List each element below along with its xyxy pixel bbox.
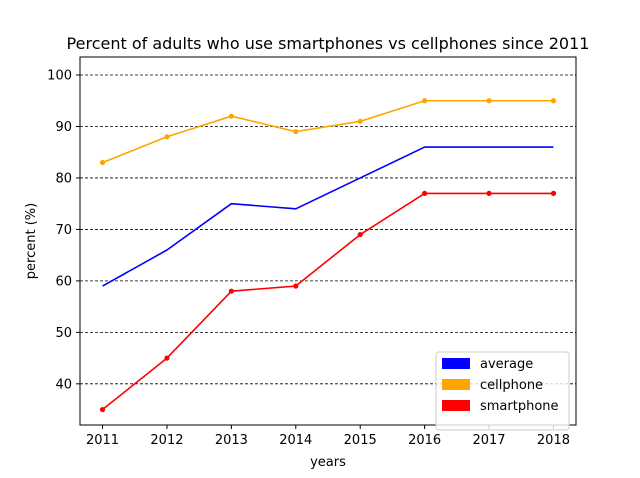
legend-label-smartphone: smartphone <box>480 399 559 414</box>
x-tick-label: 2017 <box>472 433 505 448</box>
y-axis-label: percent (%) <box>24 203 39 279</box>
legend-swatch-cellphone <box>442 379 470 390</box>
y-tick-label: 80 <box>55 171 72 186</box>
smartphone-point <box>293 283 299 289</box>
smartphone-point <box>357 231 363 238</box>
cellphone-point <box>486 98 492 104</box>
smartphone-line <box>102 192 554 411</box>
x-tick-label: 2011 <box>86 433 119 448</box>
cellphone-point <box>357 118 363 124</box>
cellphone-point <box>422 98 428 104</box>
series-average <box>102 146 554 287</box>
smartphone-point <box>228 288 234 294</box>
smartphone-point <box>164 355 170 361</box>
x-tick-label: 2014 <box>279 433 312 448</box>
legend-label-average: average <box>480 357 533 372</box>
y-tick-label: 50 <box>55 326 72 341</box>
average-line <box>102 146 554 287</box>
x-axis-label: years <box>310 455 346 470</box>
legend-swatch-average <box>442 358 470 369</box>
y-axis: 40 50 60 70 80 90 100 <box>47 69 80 392</box>
legend-swatch-smartphone <box>442 400 470 411</box>
smartphone-point <box>99 406 106 413</box>
legend-label-cellphone: cellphone <box>480 378 543 393</box>
series-layer <box>99 98 557 413</box>
y-tick-label: 70 <box>55 223 72 238</box>
x-tick-label: 2015 <box>344 433 377 448</box>
cellphone-point <box>293 129 299 135</box>
cellphone-point <box>228 113 234 119</box>
grid <box>80 74 576 385</box>
x-tick-label: 2013 <box>215 433 248 448</box>
smartphone-point <box>550 190 557 196</box>
series-smartphone <box>99 190 557 413</box>
x-axis: 2011 2012 2013 2014 2015 2016 2017 2018 <box>86 425 570 448</box>
smartphone-point <box>422 190 428 196</box>
x-tick-label: 2012 <box>150 433 183 448</box>
cellphone-line <box>102 99 554 164</box>
cellphone-point <box>550 98 557 104</box>
plot-frame <box>79 56 577 426</box>
chart-title: Percent of adults who use smartphones vs… <box>67 34 590 53</box>
cellphone-point <box>99 159 106 166</box>
series-cellphone <box>99 98 557 166</box>
cellphone-point <box>164 134 170 140</box>
legend: average cellphone smartphone <box>435 351 570 431</box>
y-tick-label: 60 <box>55 274 72 289</box>
y-tick-label: 100 <box>47 69 72 84</box>
y-tick-label: 40 <box>55 377 72 392</box>
smartphone-point <box>486 190 492 196</box>
x-tick-label: 2018 <box>537 433 570 448</box>
y-tick-label: 90 <box>55 120 72 135</box>
x-tick-label: 2016 <box>408 433 441 448</box>
